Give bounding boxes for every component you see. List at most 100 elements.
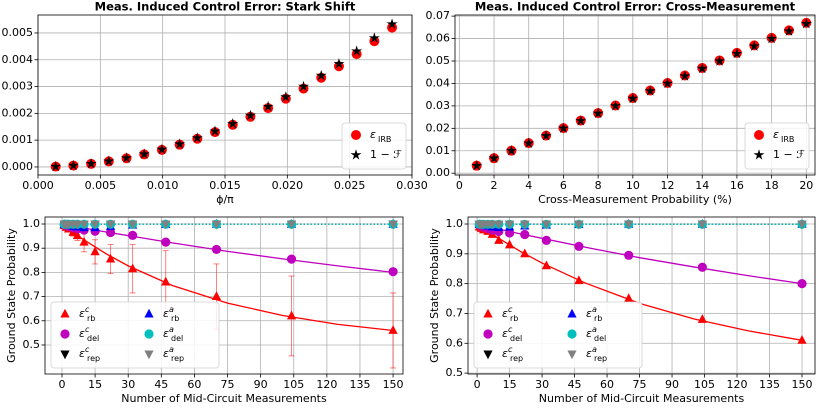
point [128,220,138,230]
y-tick-label: 1.0 [446,217,464,230]
legend-marker [60,329,70,339]
x-axis-label: Cross-Measurement Probability (%) [538,193,732,206]
point [504,239,515,249]
point [797,335,807,344]
y-tick-label: 0.002 [2,106,34,119]
legend-label: εc del [79,325,99,343]
point [488,152,500,163]
chart-title: Meas. Induced Control Error: Stark Shift [95,0,356,14]
y-tick-label: 0.07 [426,9,451,22]
legend-label: 1 − ℱ [773,148,805,161]
point [161,237,171,247]
legend-name: ε [370,128,376,141]
point [156,143,168,155]
plot-area [59,218,398,369]
legend-name: ε [79,307,85,320]
y-axis-label: Ground State Probability [428,228,441,363]
x-tick-label: 15 [503,378,517,391]
legend-sup: c [508,305,513,314]
x-tick-label: 8 [595,179,602,192]
legend-sub: rep [87,354,100,363]
x-tick-label: 18 [765,179,779,192]
point [574,275,584,285]
point [72,230,83,240]
x-tick-label: 120 [727,378,748,391]
x-tick-label: 150 [383,378,404,391]
legend-label: εa rb [163,305,179,323]
legend-sub: del [594,334,606,343]
x-axis-label: ϕ/π [216,193,234,206]
point [103,155,115,166]
legend-name: ε [163,307,169,320]
x-tick-label: 120 [316,378,337,391]
chart-title: Meas. Induced Control Error: Cross-Measu… [475,0,796,14]
axes-frame [467,216,816,375]
point [797,220,807,230]
point [557,122,569,134]
x-tick-label: 12 [661,179,675,192]
legend-name: ε [163,327,169,340]
x-tick-label: 45 [568,378,582,391]
legend-sub: IRB [781,135,794,144]
legend-label: ε IRB [773,128,794,144]
legend-sup: c [85,325,90,334]
point [520,229,530,240]
legend-marker [351,130,361,140]
point [174,138,186,149]
point [85,157,97,169]
point [624,220,634,230]
point [624,250,634,260]
x-axis-label: Number of Mid-Circuit Measurements [121,392,327,405]
x-tick-label: 0.030 [396,179,428,192]
legend-name: ε [586,347,592,360]
legend-box [473,301,643,369]
legend-name: ε [502,307,508,320]
legend-sup: a [169,345,174,354]
point [520,220,530,230]
legend-sub: rep [510,354,523,363]
point [504,220,515,230]
plot-area [50,18,398,172]
x-tick-label: 0 [58,378,65,391]
point [783,25,795,36]
x-tick-label: 6 [560,179,567,192]
point [541,220,552,230]
x-tick-label: 4 [525,179,532,192]
x-tick-label: 60 [187,378,201,391]
legend-marker [60,308,70,318]
point [697,262,707,272]
point [286,220,297,230]
y-tick-label: 1.0 [23,217,41,230]
point [105,220,116,230]
point [90,246,100,256]
point [121,152,132,163]
x-tick-label: 45 [154,378,168,391]
point [286,310,297,320]
y-tick-label: 0.6 [446,336,464,349]
y-tick-label: 0.8 [23,265,41,278]
legend-sup: a [169,325,174,334]
legend-marker [60,350,70,360]
legend-label: εa rep [163,345,184,363]
legend-marker [144,350,154,360]
legend-name: ε [586,307,592,320]
legend-name: ε [79,327,85,340]
point [211,244,222,255]
point [388,220,398,230]
legend-sup: a [592,325,597,334]
point [138,148,150,159]
y-tick-label: 0.00 [426,166,451,179]
x-tick-label: 75 [221,378,235,391]
x-tick-label: 90 [665,378,679,391]
legend-sub: del [510,334,522,343]
legend-label: εc del [502,325,522,343]
x-axis-label: Number of Mid-Circuit Measurements [539,392,745,405]
point [50,160,62,172]
x-tick-label: 75 [633,378,647,391]
axes-frame [37,14,413,176]
y-tick-label: 0.001 [2,133,34,146]
x-tick-label: 0 [474,378,481,391]
y-tick-label: 0.06 [426,32,451,45]
legend-sub: del [87,334,99,343]
point [369,36,380,47]
